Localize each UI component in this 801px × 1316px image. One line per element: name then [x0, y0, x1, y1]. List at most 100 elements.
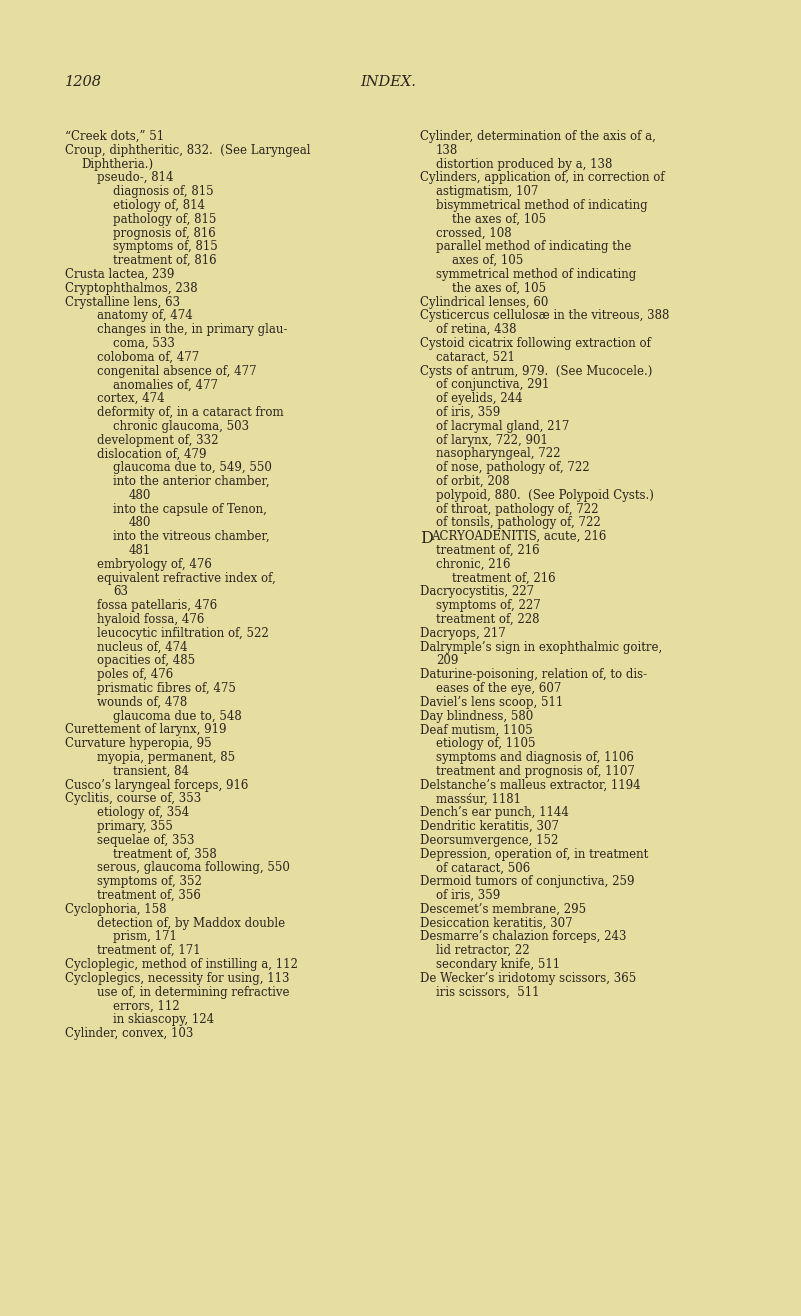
Text: myopia, permanent, 85: myopia, permanent, 85: [97, 751, 235, 765]
Text: parallel method of indicating the: parallel method of indicating the: [436, 241, 631, 254]
Text: Croup, diphtheritic, 832.  (See Laryngeal: Croup, diphtheritic, 832. (See Laryngeal: [65, 143, 311, 157]
Text: into the vitreous chamber,: into the vitreous chamber,: [113, 530, 270, 544]
Text: D: D: [420, 530, 433, 547]
Text: Descemet’s membrane, 295: Descemet’s membrane, 295: [420, 903, 586, 916]
Text: of iris, 359: of iris, 359: [436, 890, 501, 901]
Text: Curettement of larynx, 919: Curettement of larynx, 919: [65, 724, 227, 737]
Text: etiology of, 354: etiology of, 354: [97, 807, 189, 819]
Text: Delstanche’s malleus extractor, 1194: Delstanche’s malleus extractor, 1194: [420, 779, 641, 792]
Text: Cylindrical lenses, 60: Cylindrical lenses, 60: [420, 296, 549, 308]
Text: prism, 171: prism, 171: [113, 930, 177, 944]
Text: pathology of, 815: pathology of, 815: [113, 213, 216, 226]
Text: anatomy of, 474: anatomy of, 474: [97, 309, 193, 322]
Text: chronic, 216: chronic, 216: [436, 558, 510, 571]
Text: anomalies of, 477: anomalies of, 477: [113, 379, 218, 391]
Text: Daturine-poisoning, relation of, to dis-: Daturine-poisoning, relation of, to dis-: [420, 669, 647, 682]
Text: nucleus of, 474: nucleus of, 474: [97, 641, 187, 654]
Text: Deorsumvergence, 152: Deorsumvergence, 152: [420, 834, 558, 846]
Text: Dacryops, 217: Dacryops, 217: [420, 626, 505, 640]
Text: sequelae of, 353: sequelae of, 353: [97, 834, 195, 846]
Text: crossed, 108: crossed, 108: [436, 226, 512, 240]
Text: symmetrical method of indicating: symmetrical method of indicating: [436, 268, 636, 282]
Text: development of, 332: development of, 332: [97, 433, 219, 446]
Text: of eyelids, 244: of eyelids, 244: [436, 392, 522, 405]
Text: Dacryocystitis, 227: Dacryocystitis, 227: [420, 586, 534, 599]
Text: congenital absence of, 477: congenital absence of, 477: [97, 365, 256, 378]
Text: the axes of, 105: the axes of, 105: [452, 282, 546, 295]
Text: Cycloplegics, necessity for using, 113: Cycloplegics, necessity for using, 113: [65, 971, 289, 984]
Text: the axes of, 105: the axes of, 105: [452, 213, 546, 226]
Text: INDEX.: INDEX.: [360, 75, 416, 89]
Text: coloboma of, 477: coloboma of, 477: [97, 351, 199, 363]
Text: Desiccation keratitis, 307: Desiccation keratitis, 307: [420, 917, 573, 929]
Text: Cusco’s laryngeal forceps, 916: Cusco’s laryngeal forceps, 916: [65, 779, 248, 792]
Text: Dench’s ear punch, 1144: Dench’s ear punch, 1144: [420, 807, 569, 819]
Text: iris scissors,  511: iris scissors, 511: [436, 986, 540, 999]
Text: prismatic fibres of, 475: prismatic fibres of, 475: [97, 682, 235, 695]
Text: Cystoid cicatrix following extraction of: Cystoid cicatrix following extraction of: [420, 337, 651, 350]
Text: 1208: 1208: [65, 75, 102, 89]
Text: 63: 63: [113, 586, 128, 599]
Text: of tonsils, pathology of, 722: of tonsils, pathology of, 722: [436, 516, 601, 529]
Text: wounds of, 478: wounds of, 478: [97, 696, 187, 709]
Text: Cysts of antrum, 979.  (See Mucocele.): Cysts of antrum, 979. (See Mucocele.): [420, 365, 652, 378]
Text: Cycloplegic, method of instilling a, 112: Cycloplegic, method of instilling a, 112: [65, 958, 298, 971]
Text: primary, 355: primary, 355: [97, 820, 173, 833]
Text: Crystalline lens, 63: Crystalline lens, 63: [65, 296, 180, 308]
Text: prognosis of, 816: prognosis of, 816: [113, 226, 215, 240]
Text: transient, 84: transient, 84: [113, 765, 189, 778]
Text: lid retractor, 22: lid retractor, 22: [436, 944, 529, 957]
Text: Cylinder, convex, 103: Cylinder, convex, 103: [65, 1026, 193, 1040]
Text: eases of the eye, 607: eases of the eye, 607: [436, 682, 562, 695]
Text: Dendritic keratitis, 307: Dendritic keratitis, 307: [420, 820, 559, 833]
Text: hyaloid fossa, 476: hyaloid fossa, 476: [97, 613, 204, 626]
Text: of nose, pathology of, 722: of nose, pathology of, 722: [436, 461, 590, 474]
Text: polypoid, 880.  (See Polypoid Cysts.): polypoid, 880. (See Polypoid Cysts.): [436, 488, 654, 501]
Text: cortex, 474: cortex, 474: [97, 392, 165, 405]
Text: treatment of, 216: treatment of, 216: [452, 571, 556, 584]
Text: fossa patellaris, 476: fossa patellaris, 476: [97, 599, 217, 612]
Text: embryology of, 476: embryology of, 476: [97, 558, 212, 571]
Text: Deaf mutism, 1105: Deaf mutism, 1105: [420, 724, 533, 737]
Text: diagnosis of, 815: diagnosis of, 815: [113, 186, 214, 199]
Text: of orbit, 208: of orbit, 208: [436, 475, 509, 488]
Text: Dermoid tumors of conjunctiva, 259: Dermoid tumors of conjunctiva, 259: [420, 875, 634, 888]
Text: serous, glaucoma following, 550: serous, glaucoma following, 550: [97, 862, 290, 874]
Text: Cysticercus cellulosæ in the vitreous, 388: Cysticercus cellulosæ in the vitreous, 3…: [420, 309, 670, 322]
Text: Cyclophoria, 158: Cyclophoria, 158: [65, 903, 167, 916]
Text: glaucoma due to, 548: glaucoma due to, 548: [113, 709, 242, 722]
Text: of throat, pathology of, 722: of throat, pathology of, 722: [436, 503, 598, 516]
Text: nasopharyngeal, 722: nasopharyngeal, 722: [436, 447, 561, 461]
Text: use of, in determining refractive: use of, in determining refractive: [97, 986, 289, 999]
Text: treatment and prognosis of, 1107: treatment and prognosis of, 1107: [436, 765, 635, 778]
Text: astigmatism, 107: astigmatism, 107: [436, 186, 538, 199]
Text: Cryptophthalmos, 238: Cryptophthalmos, 238: [65, 282, 198, 295]
Text: of conjunctiva, 291: of conjunctiva, 291: [436, 379, 549, 391]
Text: symptoms of, 352: symptoms of, 352: [97, 875, 202, 888]
Text: “Creek dots,” 51: “Creek dots,” 51: [65, 130, 164, 143]
Text: secondary knife, 511: secondary knife, 511: [436, 958, 560, 971]
Text: Daviel’s lens scoop, 511: Daviel’s lens scoop, 511: [420, 696, 563, 709]
Text: 138: 138: [436, 143, 458, 157]
Text: errors, 112: errors, 112: [113, 999, 179, 1012]
Text: of cataract, 506: of cataract, 506: [436, 862, 530, 874]
Text: distortion produced by a, 138: distortion produced by a, 138: [436, 158, 613, 171]
Text: symptoms and diagnosis of, 1106: symptoms and diagnosis of, 1106: [436, 751, 634, 765]
Text: of lacrymal gland, 217: of lacrymal gland, 217: [436, 420, 570, 433]
Text: into the capsule of Tenon,: into the capsule of Tenon,: [113, 503, 267, 516]
Text: of larynx, 722, 901: of larynx, 722, 901: [436, 433, 548, 446]
Text: 480: 480: [129, 516, 151, 529]
Text: changes in the, in primary glau-: changes in the, in primary glau-: [97, 324, 288, 336]
Text: Crusta lactea, 239: Crusta lactea, 239: [65, 268, 175, 282]
Text: glaucoma due to, 549, 550: glaucoma due to, 549, 550: [113, 461, 272, 474]
Text: 480: 480: [129, 488, 151, 501]
Text: detection of, by Maddox double: detection of, by Maddox double: [97, 917, 285, 929]
Text: treatment of, 216: treatment of, 216: [436, 544, 540, 557]
Text: opacities of, 485: opacities of, 485: [97, 654, 195, 667]
Text: 209: 209: [436, 654, 458, 667]
Text: treatment of, 356: treatment of, 356: [97, 890, 201, 901]
Text: treatment of, 228: treatment of, 228: [436, 613, 540, 626]
Text: cataract, 521: cataract, 521: [436, 351, 515, 363]
Text: chronic glaucoma, 503: chronic glaucoma, 503: [113, 420, 249, 433]
Text: of iris, 359: of iris, 359: [436, 407, 501, 418]
